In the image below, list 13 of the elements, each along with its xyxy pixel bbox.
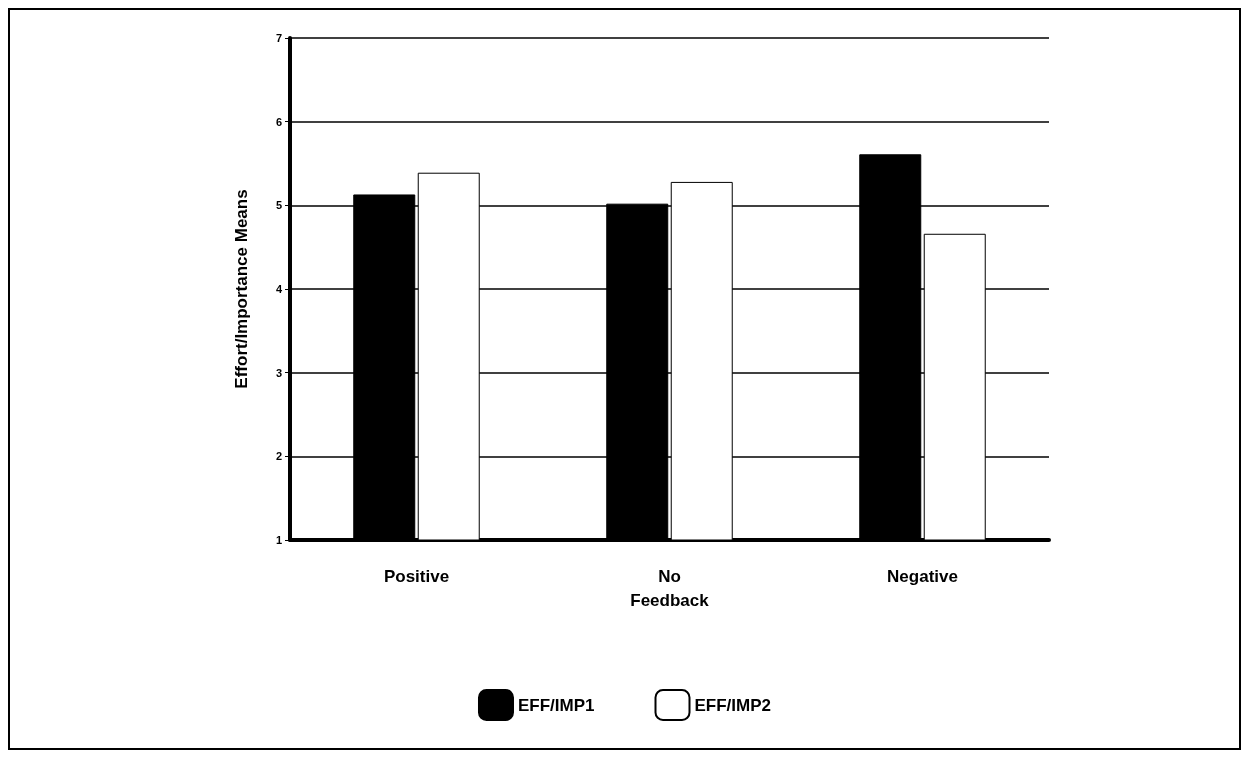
x-tick-label: Negative — [887, 566, 958, 586]
y-tick-label: 5 — [275, 199, 282, 212]
y-axis-title: Effort/Importance Means — [232, 189, 251, 389]
y-tick-label: 4 — [275, 283, 283, 295]
x-tick-label: Positive — [383, 566, 450, 586]
legend-label: EFF/IMP2 — [694, 695, 772, 715]
y-tick-label: 3 — [275, 366, 282, 379]
legend-label: EFF/IMP1 — [517, 695, 595, 715]
y-tick-label: 7 — [275, 32, 282, 44]
y-tick-label: 1 — [275, 534, 282, 546]
x-tick-label: No Feedback — [630, 566, 710, 610]
y-tick-label: 2 — [275, 450, 282, 463]
y-tick-label: 6 — [275, 115, 282, 128]
